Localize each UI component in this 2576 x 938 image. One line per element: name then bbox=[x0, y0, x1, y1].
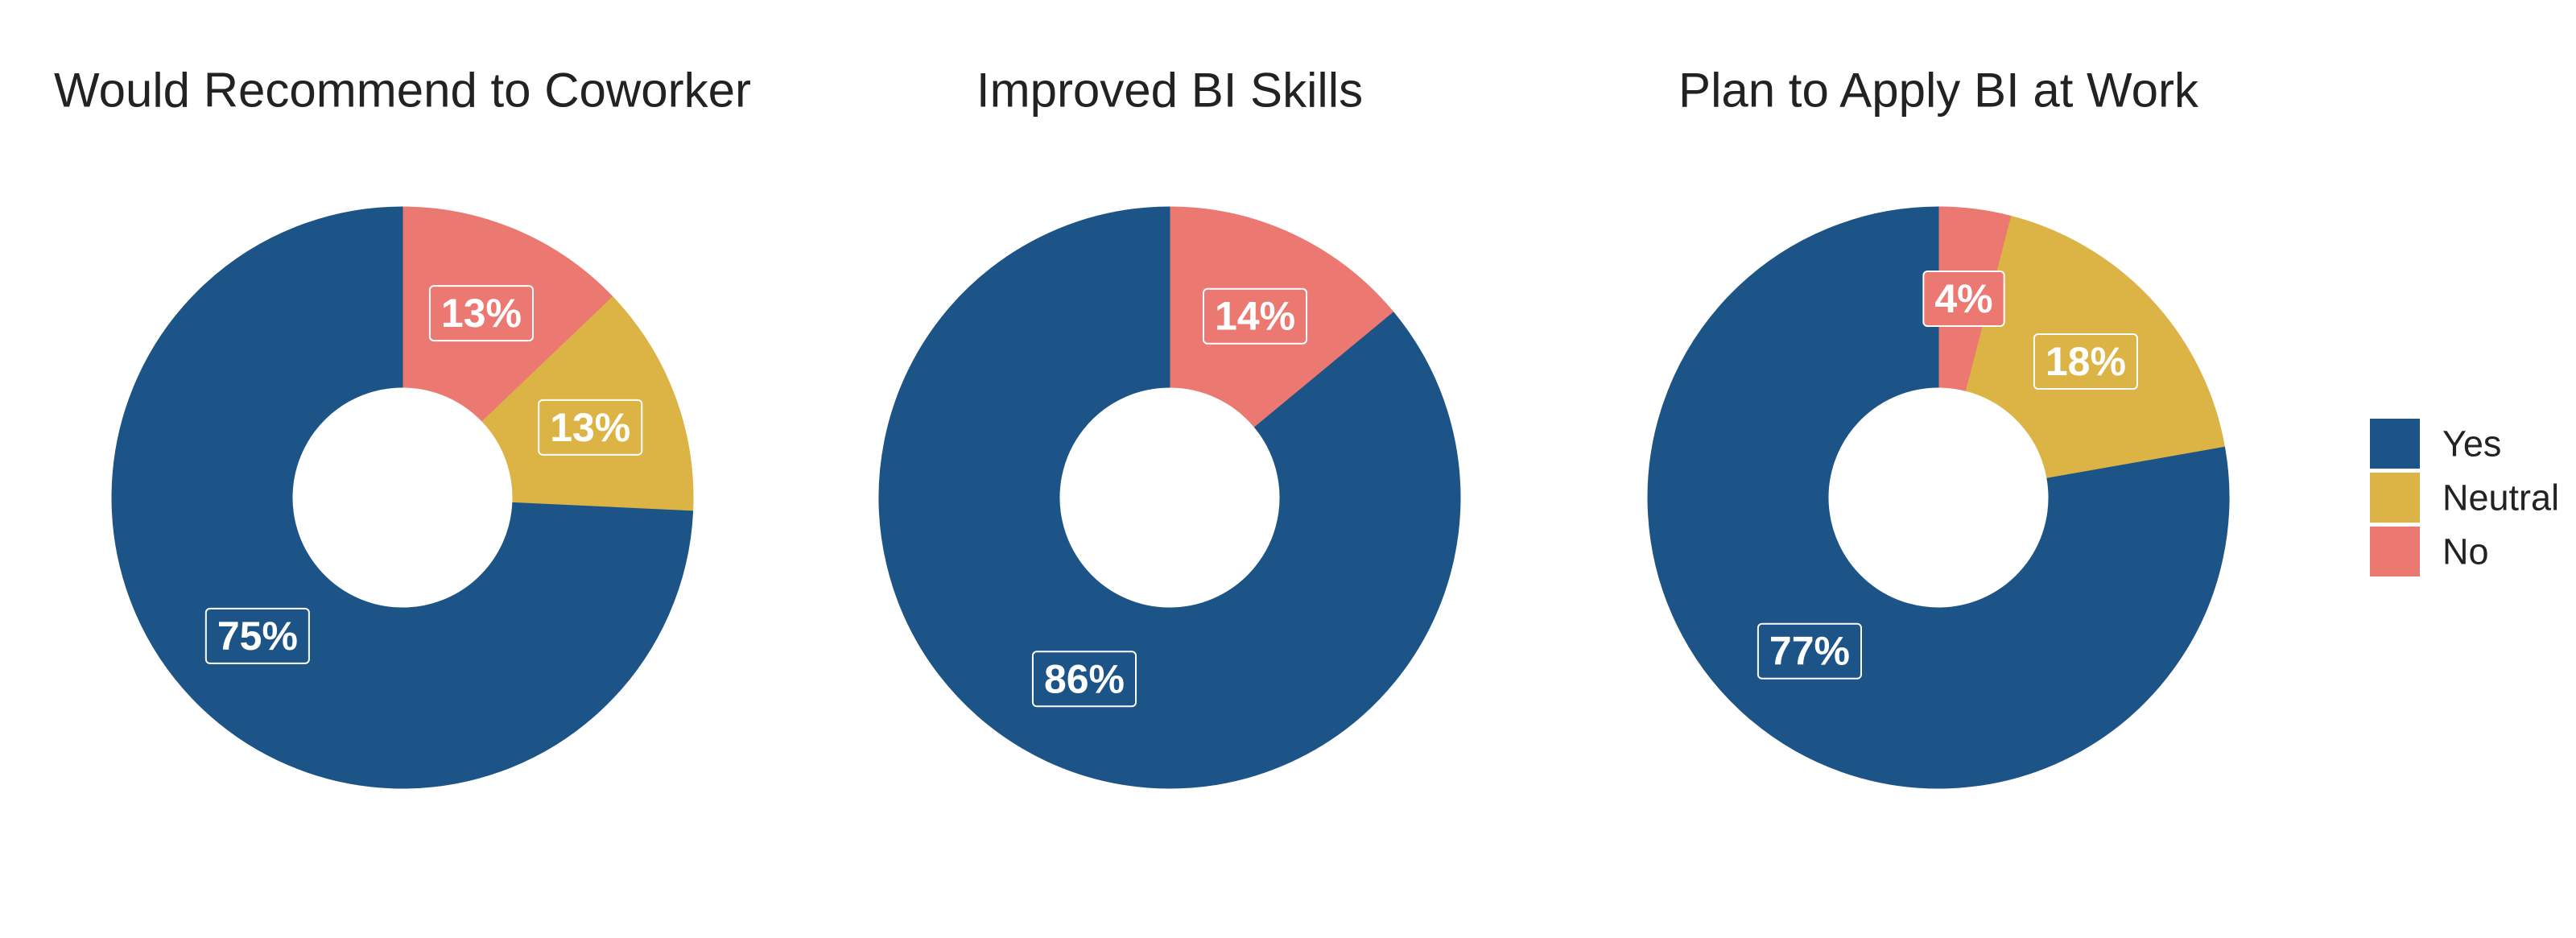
chart-title: Improved BI Skills bbox=[976, 64, 1363, 118]
label-box bbox=[428, 285, 535, 342]
value-label: 18% bbox=[2046, 339, 2126, 384]
label-box bbox=[2033, 333, 2138, 390]
value-label: 14% bbox=[1215, 294, 1295, 339]
value-label: 13% bbox=[550, 405, 630, 450]
label-box bbox=[1757, 622, 1862, 680]
label-box bbox=[204, 607, 310, 664]
slice bbox=[878, 206, 1461, 789]
value-label: 75% bbox=[217, 614, 298, 659]
chart-title: Would Recommend to Coworker bbox=[54, 64, 751, 118]
legend-label: No bbox=[2442, 531, 2489, 572]
label-box bbox=[1202, 287, 1308, 345]
value-label: 13% bbox=[441, 291, 522, 336]
label-box bbox=[1031, 651, 1137, 708]
value-label: 77% bbox=[1769, 629, 1850, 674]
label-box bbox=[1922, 271, 2005, 328]
legend-swatch bbox=[2370, 473, 2420, 523]
legend-label: Yes bbox=[2442, 424, 2501, 465]
chart-title: Plan to Apply BI at Work bbox=[1678, 64, 2199, 118]
label-box bbox=[538, 399, 643, 456]
value-label: 86% bbox=[1044, 656, 1125, 701]
legend-swatch bbox=[2370, 527, 2420, 576]
legend-label: Neutral bbox=[2442, 477, 2559, 519]
value-label: 4% bbox=[1934, 276, 1992, 321]
legend-swatch bbox=[2370, 419, 2420, 469]
